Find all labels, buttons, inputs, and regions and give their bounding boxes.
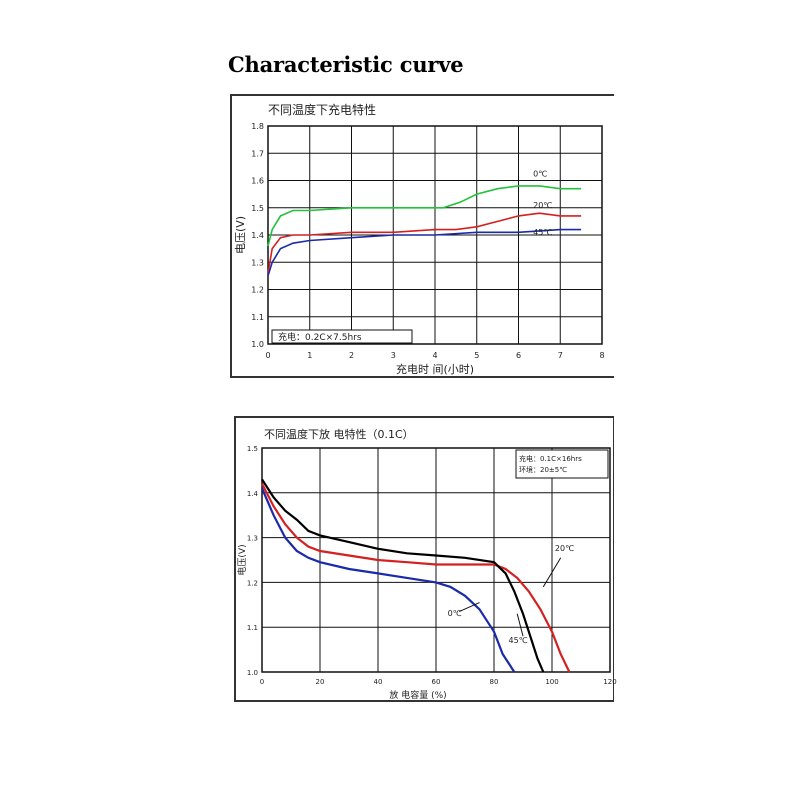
- y-tick-label: 1.7: [251, 149, 264, 158]
- x-tick-label: 100: [545, 678, 558, 686]
- x-tick-label: 4: [432, 351, 437, 360]
- series-line-1: [261, 483, 571, 673]
- series-line-2: [267, 212, 582, 274]
- x-axis-label: 放 电容量 (%): [389, 689, 446, 701]
- annotation-text: 充电：0.2C×7.5hrs: [278, 331, 362, 343]
- label-leader: [458, 602, 480, 612]
- x-tick-label: 20: [316, 678, 325, 686]
- x-axis-label: 充电时 间(小时): [396, 362, 474, 376]
- y-tick-label: 1.5: [247, 445, 258, 453]
- x-tick-label: 80: [490, 678, 499, 686]
- x-tick-label: 40: [374, 678, 383, 686]
- series-label: 45℃: [509, 636, 528, 645]
- series-line-3: [260, 487, 516, 673]
- series-line-1: [267, 185, 582, 247]
- y-tick-label: 1.0: [247, 669, 258, 677]
- x-tick-label: 0: [265, 351, 270, 360]
- charge-chart: 不同温度下充电特性 0 1 2 3 4 5 6 7 8 1.0 1.1 1.2 1.3 1.4 1.5 1.6 1…: [234, 102, 605, 376]
- x-tick-label: 7: [558, 351, 563, 360]
- y-tick-label: 1.4: [251, 231, 264, 240]
- series-line-3: [267, 228, 582, 277]
- y-tick-label: 1.8: [251, 122, 264, 131]
- annotation-text: 环境：20±5℃: [519, 465, 567, 474]
- x-tick-label: 8: [599, 351, 604, 360]
- annotation-text: 充电：0.1C×16hrs: [519, 454, 582, 463]
- x-tick-label: 0: [260, 678, 264, 686]
- x-tick-label: 120: [603, 678, 616, 686]
- x-tick-label: 2: [349, 351, 354, 360]
- y-tick-label: 1.1: [251, 313, 264, 322]
- label-leader: [516, 613, 524, 637]
- x-tick-label: 6: [516, 351, 521, 360]
- y-axis-label: 电压(V): [236, 544, 248, 575]
- discharge-chart: 不同温度下放 电特性（0.1C） 0 20 40 60 80 100 120 1.0 1.1 1.2…: [236, 427, 617, 701]
- x-tick-label: 5: [474, 351, 479, 360]
- y-tick-label: 1.4: [247, 490, 259, 498]
- annotation-frame: [271, 329, 413, 344]
- x-tick-label: 3: [391, 351, 396, 360]
- y-axis-label: 电压(V): [234, 216, 247, 254]
- chart-title: 不同温度下充电特性: [268, 102, 376, 117]
- y-tick-label: 1.0: [251, 340, 264, 349]
- y-tick-label: 1.3: [247, 535, 258, 543]
- y-tick-label: 1.6: [251, 177, 264, 186]
- chart-title: 不同温度下放 电特性（0.1C）: [264, 427, 414, 441]
- y-tick-label: 1.5: [251, 204, 264, 213]
- charge-chart-panel: 不同温度下充电特性 0 1 2 3 4 5 6 7 8 1.0 1.1 1.2 1.3 1.4 1.5 1.6 1…: [230, 94, 614, 378]
- series-line-2: [261, 478, 545, 673]
- charge-annotation-box: 充电：0.2C×7.5hrs: [271, 329, 413, 344]
- series-label: 45℃: [533, 228, 552, 237]
- discharge-annotation-box: 充电：0.1C×16hrs 环境：20±5℃: [515, 449, 609, 479]
- y-tick-label: 1.3: [251, 258, 264, 267]
- x-tick-label: 1: [307, 351, 312, 360]
- discharge-chart-panel: 不同温度下放 电特性（0.1C） 0 20 40 60 80 100 120 1.0 1.1 1.2…: [234, 416, 617, 702]
- page-title: Characteristic curve: [228, 52, 464, 77]
- label-leader: [542, 557, 562, 588]
- y-tick-label: 1.2: [251, 286, 264, 295]
- series-label: 0℃: [448, 609, 462, 618]
- annotation-frame: [515, 449, 609, 479]
- series-label: 0℃: [533, 169, 547, 178]
- x-tick-label: 60: [432, 678, 441, 686]
- series-label: 20℃: [555, 544, 574, 553]
- y-tick-label: 1.1: [247, 624, 258, 632]
- y-tick-label: 1.2: [247, 579, 258, 587]
- series-label: 20℃: [533, 201, 552, 210]
